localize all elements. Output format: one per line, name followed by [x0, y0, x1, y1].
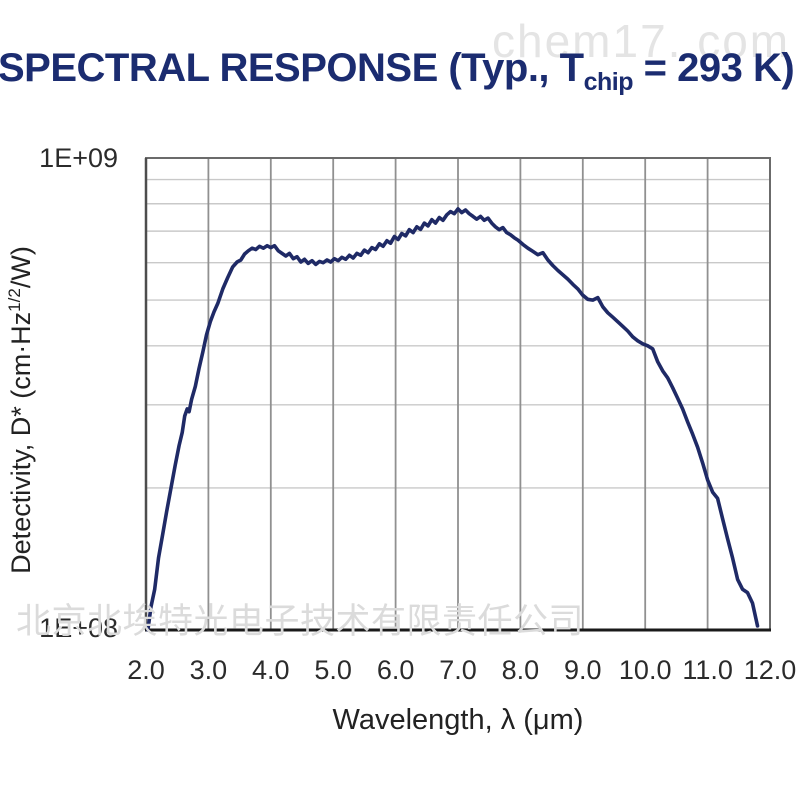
x-tick-label: 9.0 — [564, 655, 602, 685]
chart-title: SPECTRAL RESPONSE (Typ., Tchip = 293 K) — [0, 46, 795, 95]
x-tick-label: 3.0 — [189, 655, 228, 685]
x-tick-label: 2.0 — [127, 655, 165, 685]
chart-title-suffix: = 293 K) — [633, 46, 795, 90]
x-tick-label: 8.0 — [501, 655, 540, 685]
y-tick-label-1e9: 1E+09 — [39, 143, 118, 173]
watermark-company: 北京北埃特光电子技术有限责任公司 — [16, 602, 585, 641]
x-tick-label: 5.0 — [314, 655, 352, 685]
chart-title-subscript: chip — [583, 68, 634, 96]
x-tick-label: 10.0 — [618, 655, 672, 685]
x-tick-label: 4.0 — [252, 655, 290, 685]
x-tick-label: 11.0 — [682, 655, 733, 685]
chart-title-prefix: SPECTRAL RESPONSE (Typ., T — [0, 46, 584, 90]
detectivity-curve — [146, 207, 760, 632]
x-tick-label: 6.0 — [376, 655, 415, 685]
x-axis-title: Wavelength, λ (μm) — [332, 704, 584, 736]
x-tick-label: 12.0 — [743, 655, 797, 685]
watermark-chem17: chem17. com — [492, 15, 791, 67]
x-tick-label: 7.0 — [439, 655, 477, 685]
y-tick-label-1e8: 1E+08 — [39, 613, 118, 643]
